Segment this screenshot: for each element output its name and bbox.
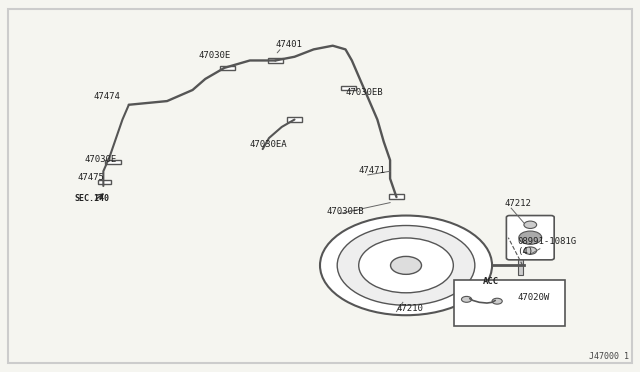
Text: 47401: 47401 bbox=[275, 41, 302, 49]
Bar bbox=[268, 58, 283, 62]
Text: 47030EB: 47030EB bbox=[346, 89, 383, 97]
Text: 47212: 47212 bbox=[505, 199, 532, 208]
Bar bbox=[287, 117, 302, 122]
Text: 47210: 47210 bbox=[396, 304, 423, 313]
Text: J47000 1: J47000 1 bbox=[589, 352, 629, 361]
Bar bbox=[220, 65, 236, 70]
Text: 47030EA: 47030EA bbox=[250, 140, 287, 149]
Text: 08991-1081G
(4): 08991-1081G (4) bbox=[518, 237, 577, 256]
Circle shape bbox=[358, 238, 453, 293]
Bar bbox=[518, 256, 523, 275]
Bar bbox=[454, 280, 565, 326]
Circle shape bbox=[390, 256, 422, 275]
Text: 47030EB: 47030EB bbox=[326, 206, 364, 215]
Bar bbox=[389, 194, 404, 199]
Text: 47475: 47475 bbox=[78, 173, 105, 182]
Circle shape bbox=[461, 296, 472, 302]
Circle shape bbox=[519, 231, 541, 244]
Circle shape bbox=[320, 215, 492, 315]
Text: 47471: 47471 bbox=[358, 166, 385, 175]
Circle shape bbox=[337, 225, 475, 305]
Circle shape bbox=[524, 247, 537, 254]
Bar bbox=[105, 160, 120, 164]
Bar bbox=[341, 86, 356, 90]
Text: 47474: 47474 bbox=[94, 92, 121, 101]
Text: 47030E: 47030E bbox=[199, 51, 231, 61]
Bar bbox=[99, 180, 111, 184]
Circle shape bbox=[524, 221, 537, 228]
FancyBboxPatch shape bbox=[506, 215, 554, 260]
Text: SEC.140: SEC.140 bbox=[75, 193, 109, 203]
Text: ACC: ACC bbox=[483, 277, 499, 286]
Text: 47020W: 47020W bbox=[518, 293, 550, 302]
Circle shape bbox=[492, 298, 502, 304]
Text: 47030E: 47030E bbox=[84, 155, 116, 164]
